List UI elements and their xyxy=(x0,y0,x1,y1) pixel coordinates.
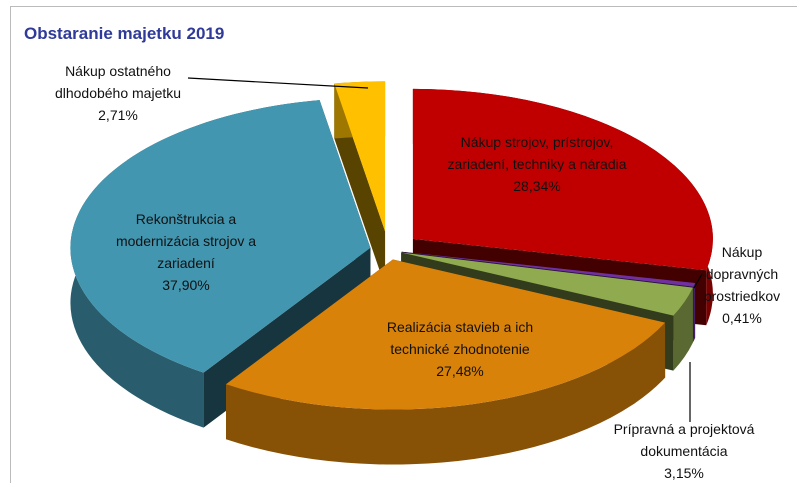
data-label: Nákup strojov, prístrojov, zariadení, te… xyxy=(440,131,635,197)
category-label: Realizácia stavieb a ich technické zhodn… xyxy=(386,319,534,357)
slice xyxy=(70,100,371,373)
value-label: 0,41% xyxy=(722,310,762,326)
value-label: 27,48% xyxy=(436,363,484,379)
chart-title: Obstaranie majetku 2019 xyxy=(24,24,225,43)
slice-wall xyxy=(693,283,696,342)
data-label: Prípravná a projektová dokumentácia 3,15% xyxy=(594,418,774,483)
value-label: 2,71% xyxy=(98,107,138,123)
data-label: Nákup dopravných prostriedkov 0,41% xyxy=(692,241,792,329)
category-label: Nákup strojov, prístrojov, zariadení, te… xyxy=(447,134,627,172)
slice xyxy=(226,259,666,410)
category-label: Nákup ostatného dlhodobého majetku xyxy=(54,63,182,101)
category-label: Rekonštrukcia a modernizácia strojov a z… xyxy=(115,211,257,271)
slice-wall xyxy=(226,322,666,465)
leader-line xyxy=(187,77,369,89)
slice xyxy=(412,88,713,271)
value-label: 37,90% xyxy=(162,277,210,293)
leader-line xyxy=(693,273,703,289)
category-label: Prípravná a projektová dokumentácia xyxy=(613,421,755,459)
data-label: Rekonštrukcia a modernizácia strojov a z… xyxy=(101,208,271,296)
data-label: Realizácia stavieb a ich technické zhodn… xyxy=(380,316,540,382)
slice xyxy=(334,81,386,232)
data-label: Nákup ostatného dlhodobého majetku 2,71% xyxy=(43,60,193,126)
category-label: Nákup dopravných prostriedkov xyxy=(703,244,781,304)
slice-wall xyxy=(673,287,693,371)
frame xyxy=(10,6,797,483)
pie xyxy=(70,81,713,465)
value-label: 28,34% xyxy=(513,178,561,194)
value-label: 3,15% xyxy=(664,465,704,481)
slice xyxy=(401,251,696,287)
slice xyxy=(401,252,693,316)
